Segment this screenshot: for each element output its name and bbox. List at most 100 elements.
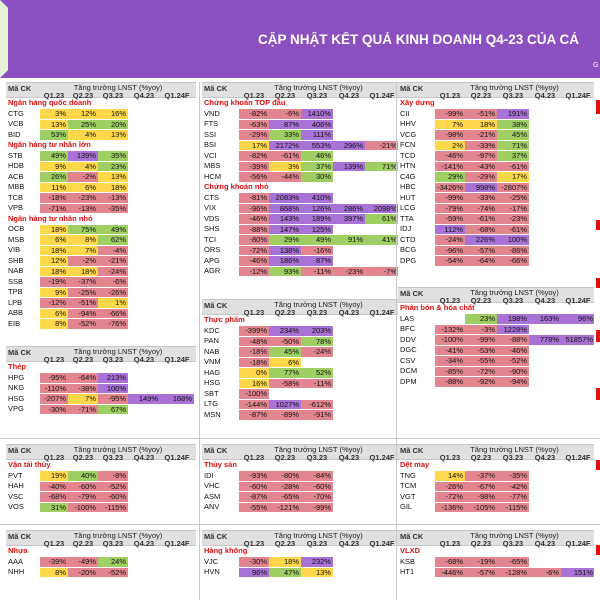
ticker-cell: MBS <box>204 161 221 170</box>
sector-label: Thực phẩm <box>204 315 245 324</box>
growth-cell <box>128 503 160 513</box>
growth-cell: -105% <box>465 502 497 512</box>
growth-cell: 203% <box>301 326 333 336</box>
growth-cell: -33% <box>465 193 497 203</box>
sector-label: Xây dựng <box>400 98 435 107</box>
growth-cell <box>160 557 194 567</box>
growth-cell: -71% <box>68 404 98 414</box>
table-row: BFC -132% -3% 1228% <box>398 324 594 335</box>
growth-cell <box>529 109 561 119</box>
growth-cell <box>128 246 160 256</box>
quarter-header: Q1.23 <box>439 539 461 548</box>
growth-cell: 78% <box>301 336 333 346</box>
table-row: VPB -71% -13% -35% <box>6 203 196 214</box>
growth-cell: 8% <box>40 567 68 577</box>
growth-cell <box>128 204 160 214</box>
quarter-header: Q1.23 <box>439 453 461 462</box>
growth-cell: -56% <box>239 172 269 182</box>
growth-cell: 23% <box>98 161 128 171</box>
growth-cell: 6% <box>40 235 68 245</box>
quarter-header: Q3.23 <box>502 296 524 305</box>
growth-cell: 100% <box>98 383 128 393</box>
table-row: TCB -18% -23% -13% <box>6 193 196 204</box>
growth-cell: -72% <box>465 366 497 376</box>
growth-cell: 18% <box>68 266 98 276</box>
growth-metric-header: Tăng trưởng LNST (%yoy) <box>274 83 363 92</box>
quarter-headers: Q1.23 Q2.23 Q3.23 Q4.23 Q1.24F <box>202 91 398 100</box>
growth-cell: -87% <box>239 492 269 502</box>
right-edge-marker <box>596 100 600 114</box>
growth-cell: -94% <box>497 377 529 387</box>
growth-cell: -42% <box>497 481 529 491</box>
growth-cell <box>561 141 594 151</box>
growth-cell <box>529 120 561 130</box>
table-row: VPG -30% -71% 67% <box>6 404 196 415</box>
growth-cell: 7% <box>68 245 98 255</box>
growth-cell: 12% <box>68 109 98 119</box>
quarter-header: Q1.24F <box>565 296 591 305</box>
growth-cell: -96% <box>239 203 269 213</box>
growth-cell: 87% <box>301 256 333 266</box>
growth-cell: 49% <box>301 235 333 245</box>
table-row: MSN -87% -89% -91% <box>202 410 398 421</box>
growth-cell: -115% <box>98 502 128 512</box>
growth-cell: 13% <box>98 130 128 140</box>
growth-cell: 93% <box>269 266 301 276</box>
growth-cell <box>160 256 194 266</box>
growth-cell: 77% <box>269 368 301 378</box>
growth-cell: -40% <box>40 481 68 491</box>
growth-cell: 9% <box>40 287 68 297</box>
growth-cell: -88% <box>435 377 465 387</box>
growth-cell: 11% <box>40 182 68 192</box>
table-row: MBB 11% 6% 18% <box>6 182 196 193</box>
growth-cell: -98% <box>465 492 497 502</box>
growth-cell <box>561 482 594 492</box>
growth-cell: 18% <box>40 266 68 276</box>
growth-cell: 67% <box>98 404 128 414</box>
quarter-header: Q1.24F <box>565 453 591 462</box>
quarter-header: Q1.23 <box>243 91 265 100</box>
growth-cell <box>333 503 365 513</box>
growth-cell: 18% <box>40 245 68 255</box>
growth-cell <box>365 151 398 161</box>
panel-steel: Mã CK Tăng trưởng LNST (%yoy) Q1.23 Q2.23 Q3… <box>6 346 196 415</box>
growth-cell <box>365 410 398 420</box>
growth-cell: -66% <box>497 256 529 266</box>
growth-cell: -30% <box>239 557 269 567</box>
growth-cell: -26% <box>98 287 128 297</box>
quarter-header: Q1.24F <box>369 91 395 100</box>
growth-cell: -39% <box>40 557 68 567</box>
growth-cell: 41% <box>365 235 398 245</box>
growth-cell: -33% <box>465 140 497 150</box>
ticker-cell: VCB <box>8 119 24 128</box>
table-row: CTS -81% 2083% 410% <box>202 193 398 204</box>
table-row: BCG -96% -57% -86% <box>398 245 594 256</box>
ticker-cell: TPB <box>8 287 23 296</box>
table-header: Mã CK Tăng trưởng LNST (%yoy) Q1.23 Q2.23 Q3… <box>202 530 398 548</box>
ticker-column-header: Mã CK <box>8 84 32 93</box>
quarter-header: Q3.23 <box>502 453 524 462</box>
growth-cell: 18% <box>40 224 68 234</box>
growth-metric-header: Tăng trưởng LNST (%yoy) <box>73 531 163 540</box>
growth-cell <box>561 503 594 513</box>
table-row: VSC -68% -79% -60% <box>6 492 196 503</box>
growth-cell: 75% <box>68 224 98 234</box>
quarter-headers: Q1.23 Q2.23 Q3.23 Q4.23 Q1.24F <box>6 453 196 462</box>
growth-cell <box>160 204 194 214</box>
quarter-header: Q1.24F <box>369 453 395 462</box>
growth-cell: -80% <box>269 471 301 481</box>
ticker-cell: STB <box>8 150 23 160</box>
growth-cell: -59% <box>435 214 465 224</box>
quarter-header: Q1.23 <box>439 91 461 100</box>
table-row: SHS -88% 147% 125% <box>202 224 398 235</box>
growth-cell: -65% <box>269 492 301 502</box>
growth-cell <box>529 482 561 492</box>
growth-cell: 191% <box>497 109 529 119</box>
growth-cell: -25% <box>497 193 529 203</box>
table-row: ACB 26% -2% 13% <box>6 172 196 183</box>
growth-cell: -28% <box>269 481 301 491</box>
growth-cell: 47% <box>269 567 301 577</box>
growth-cell <box>365 400 398 410</box>
table-row: KSB -68% -19% -65% <box>398 557 594 568</box>
growth-cell: -100% <box>239 389 269 399</box>
